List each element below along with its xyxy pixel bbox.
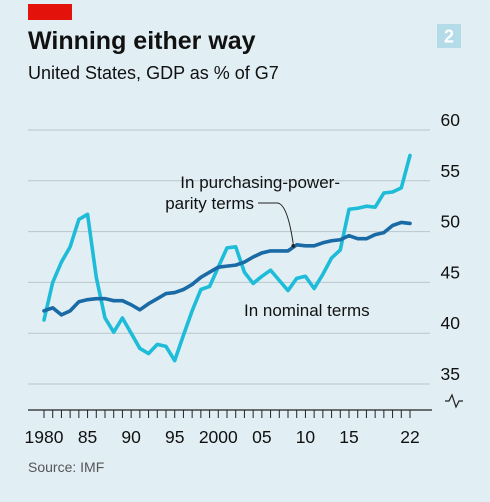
axis-break-mark: [445, 393, 463, 409]
chart-title: Winning either way: [28, 27, 256, 55]
y-tick-label-35: 35: [441, 364, 460, 384]
x-tick-label-1995: 95: [165, 427, 184, 447]
x-tick-label-1980: 1980: [25, 427, 64, 447]
source-note: Source: IMF: [28, 459, 104, 475]
series-line-ppp: [42, 220, 412, 317]
annotation-ppp-leader: [258, 202, 294, 244]
axis-layer: 35 40 45 50 55 60 1980 85 90 95 2000 05 10 15 22: [25, 110, 463, 447]
y-tick-label-45: 45: [441, 262, 460, 282]
grid-layer: [28, 129, 430, 385]
y-tick-label-50: 50: [441, 212, 461, 232]
x-tick-label-2000: 2000: [199, 427, 238, 447]
x-tick-label-1985: 85: [78, 427, 97, 447]
annotation-layer: In purchasing-power-parity terms In nomin…: [165, 173, 369, 320]
x-tick-label-2022: 22: [400, 427, 419, 447]
y-tick-label-40: 40: [441, 313, 461, 333]
annotation-ppp-dot: [291, 244, 296, 248]
annotation-nominal: In nominal terms: [244, 301, 370, 320]
chart-subtitle: United States, GDP as % of G7: [28, 63, 279, 83]
annotation-ppp-line2: parity terms: [165, 194, 254, 213]
series-layer: [42, 153, 412, 363]
x-tick-label-2015: 15: [339, 427, 358, 447]
chart-number-badge: 2: [437, 24, 461, 48]
annotation-ppp-line1: In purchasing-power-: [180, 173, 340, 192]
series-line-nominal: [42, 153, 412, 363]
y-tick-label-55: 55: [441, 161, 460, 181]
badge-number: 2: [444, 27, 454, 47]
badge-box: [437, 24, 461, 48]
brand-red-bar: [28, 4, 72, 20]
y-tick-label-60: 60: [441, 110, 461, 130]
x-tick-label-2010: 10: [296, 427, 316, 447]
x-tick-label-1990: 90: [121, 427, 141, 447]
x-tick-label-2005: 05: [252, 427, 271, 447]
